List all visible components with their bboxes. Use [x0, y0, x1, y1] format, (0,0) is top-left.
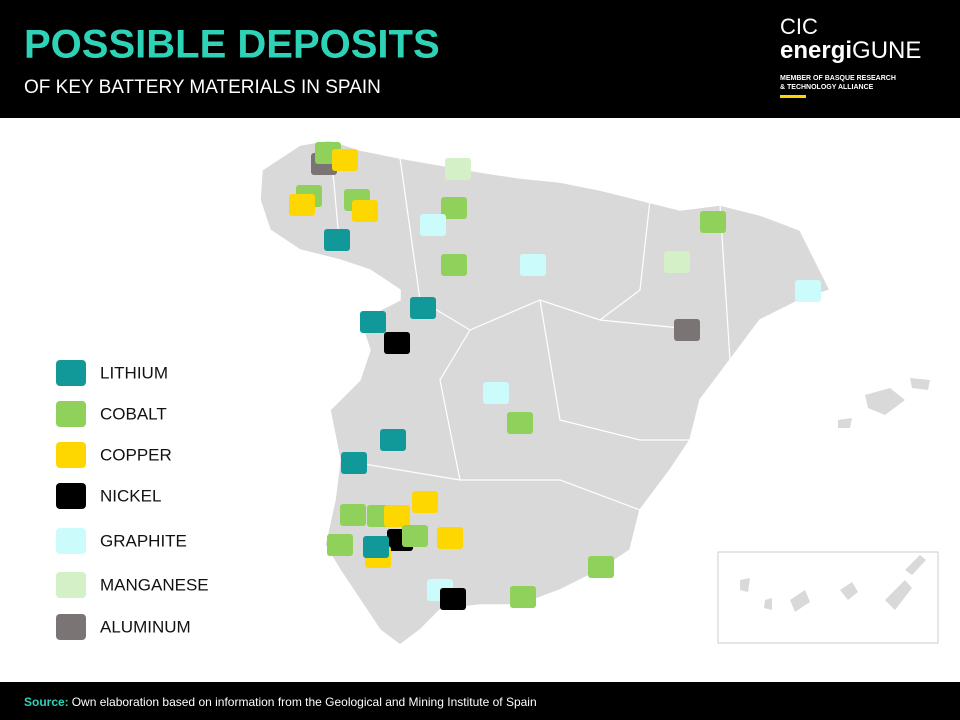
logo-underline — [780, 95, 806, 98]
deposit-marker — [360, 311, 386, 333]
legend-swatch — [56, 401, 86, 427]
deposit-marker — [700, 211, 726, 233]
legend-label: COPPER — [100, 445, 172, 464]
deposit-marker — [410, 297, 436, 319]
deposit-marker — [445, 158, 471, 180]
deposit-marker — [340, 504, 366, 526]
deposit-marker — [341, 452, 367, 474]
legend-label: ALUMINUM — [100, 617, 191, 636]
legend-label: LITHIUM — [100, 363, 168, 382]
deposit-marker — [441, 197, 467, 219]
legend-swatch — [56, 360, 86, 386]
legend-swatch — [56, 442, 86, 468]
deposit-marker — [520, 254, 546, 276]
deposit-marker — [420, 214, 446, 236]
canary-islands — [740, 555, 926, 612]
region-borders — [329, 139, 731, 511]
legend-swatch — [56, 483, 86, 509]
legend-label: MANGANESE — [100, 575, 209, 594]
deposit-marker — [327, 534, 353, 556]
deposit-marker — [664, 251, 690, 273]
legend-swatch — [56, 614, 86, 640]
deposit-marker — [384, 505, 410, 527]
deposit-marker — [352, 200, 378, 222]
balearic-islands — [838, 378, 930, 428]
deposit-marker — [380, 429, 406, 451]
legend-label: COBALT — [100, 404, 167, 423]
header-band — [0, 0, 960, 118]
legend-swatch — [56, 528, 86, 554]
deposit-marker — [437, 527, 463, 549]
title: POSSIBLE DEPOSITS — [24, 23, 440, 67]
logo-light: GUNE — [852, 37, 921, 64]
deposit-marker — [412, 491, 438, 513]
footer-band — [0, 682, 960, 720]
deposit-marker — [483, 382, 509, 404]
deposit-marker — [507, 412, 533, 434]
deposit-marker — [384, 332, 410, 354]
subtitle: OF KEY BATTERY MATERIALS IN SPAIN — [24, 77, 381, 98]
deposit-marker — [795, 280, 821, 302]
deposit-marker — [363, 536, 389, 558]
deposit-marker — [441, 254, 467, 276]
markers — [289, 142, 821, 610]
logo-tagline: & TECHNOLOGY ALLIANCE — [780, 84, 874, 91]
source-label: Source: — [24, 695, 69, 709]
logo-tagline: MEMBER OF BASQUE RESEARCH — [780, 75, 896, 82]
spain-map — [259, 139, 832, 646]
logo-bold: energi — [780, 37, 852, 64]
deposit-marker — [588, 556, 614, 578]
source-text: Own elaboration based on information fro… — [72, 695, 537, 709]
legend: LITHIUM COBALT COPPER NICKEL GRAPHITE MANGANE… — [56, 360, 209, 640]
deposit-marker — [324, 229, 350, 251]
deposit-marker — [510, 586, 536, 608]
deposit-marker — [402, 525, 428, 547]
legend-label: NICKEL — [100, 486, 161, 505]
logo-text: CIC — [780, 14, 818, 39]
legend-label: GRAPHITE — [100, 531, 187, 550]
canary-inset — [717, 551, 939, 644]
deposit-marker — [674, 319, 700, 341]
legend-swatch — [56, 572, 86, 598]
deposit-marker — [440, 588, 466, 610]
logo-text: energiGUNE — [780, 37, 921, 64]
deposit-marker — [332, 149, 358, 171]
deposit-marker — [289, 194, 315, 216]
source: Source: Own elaboration based on informat… — [24, 695, 537, 709]
